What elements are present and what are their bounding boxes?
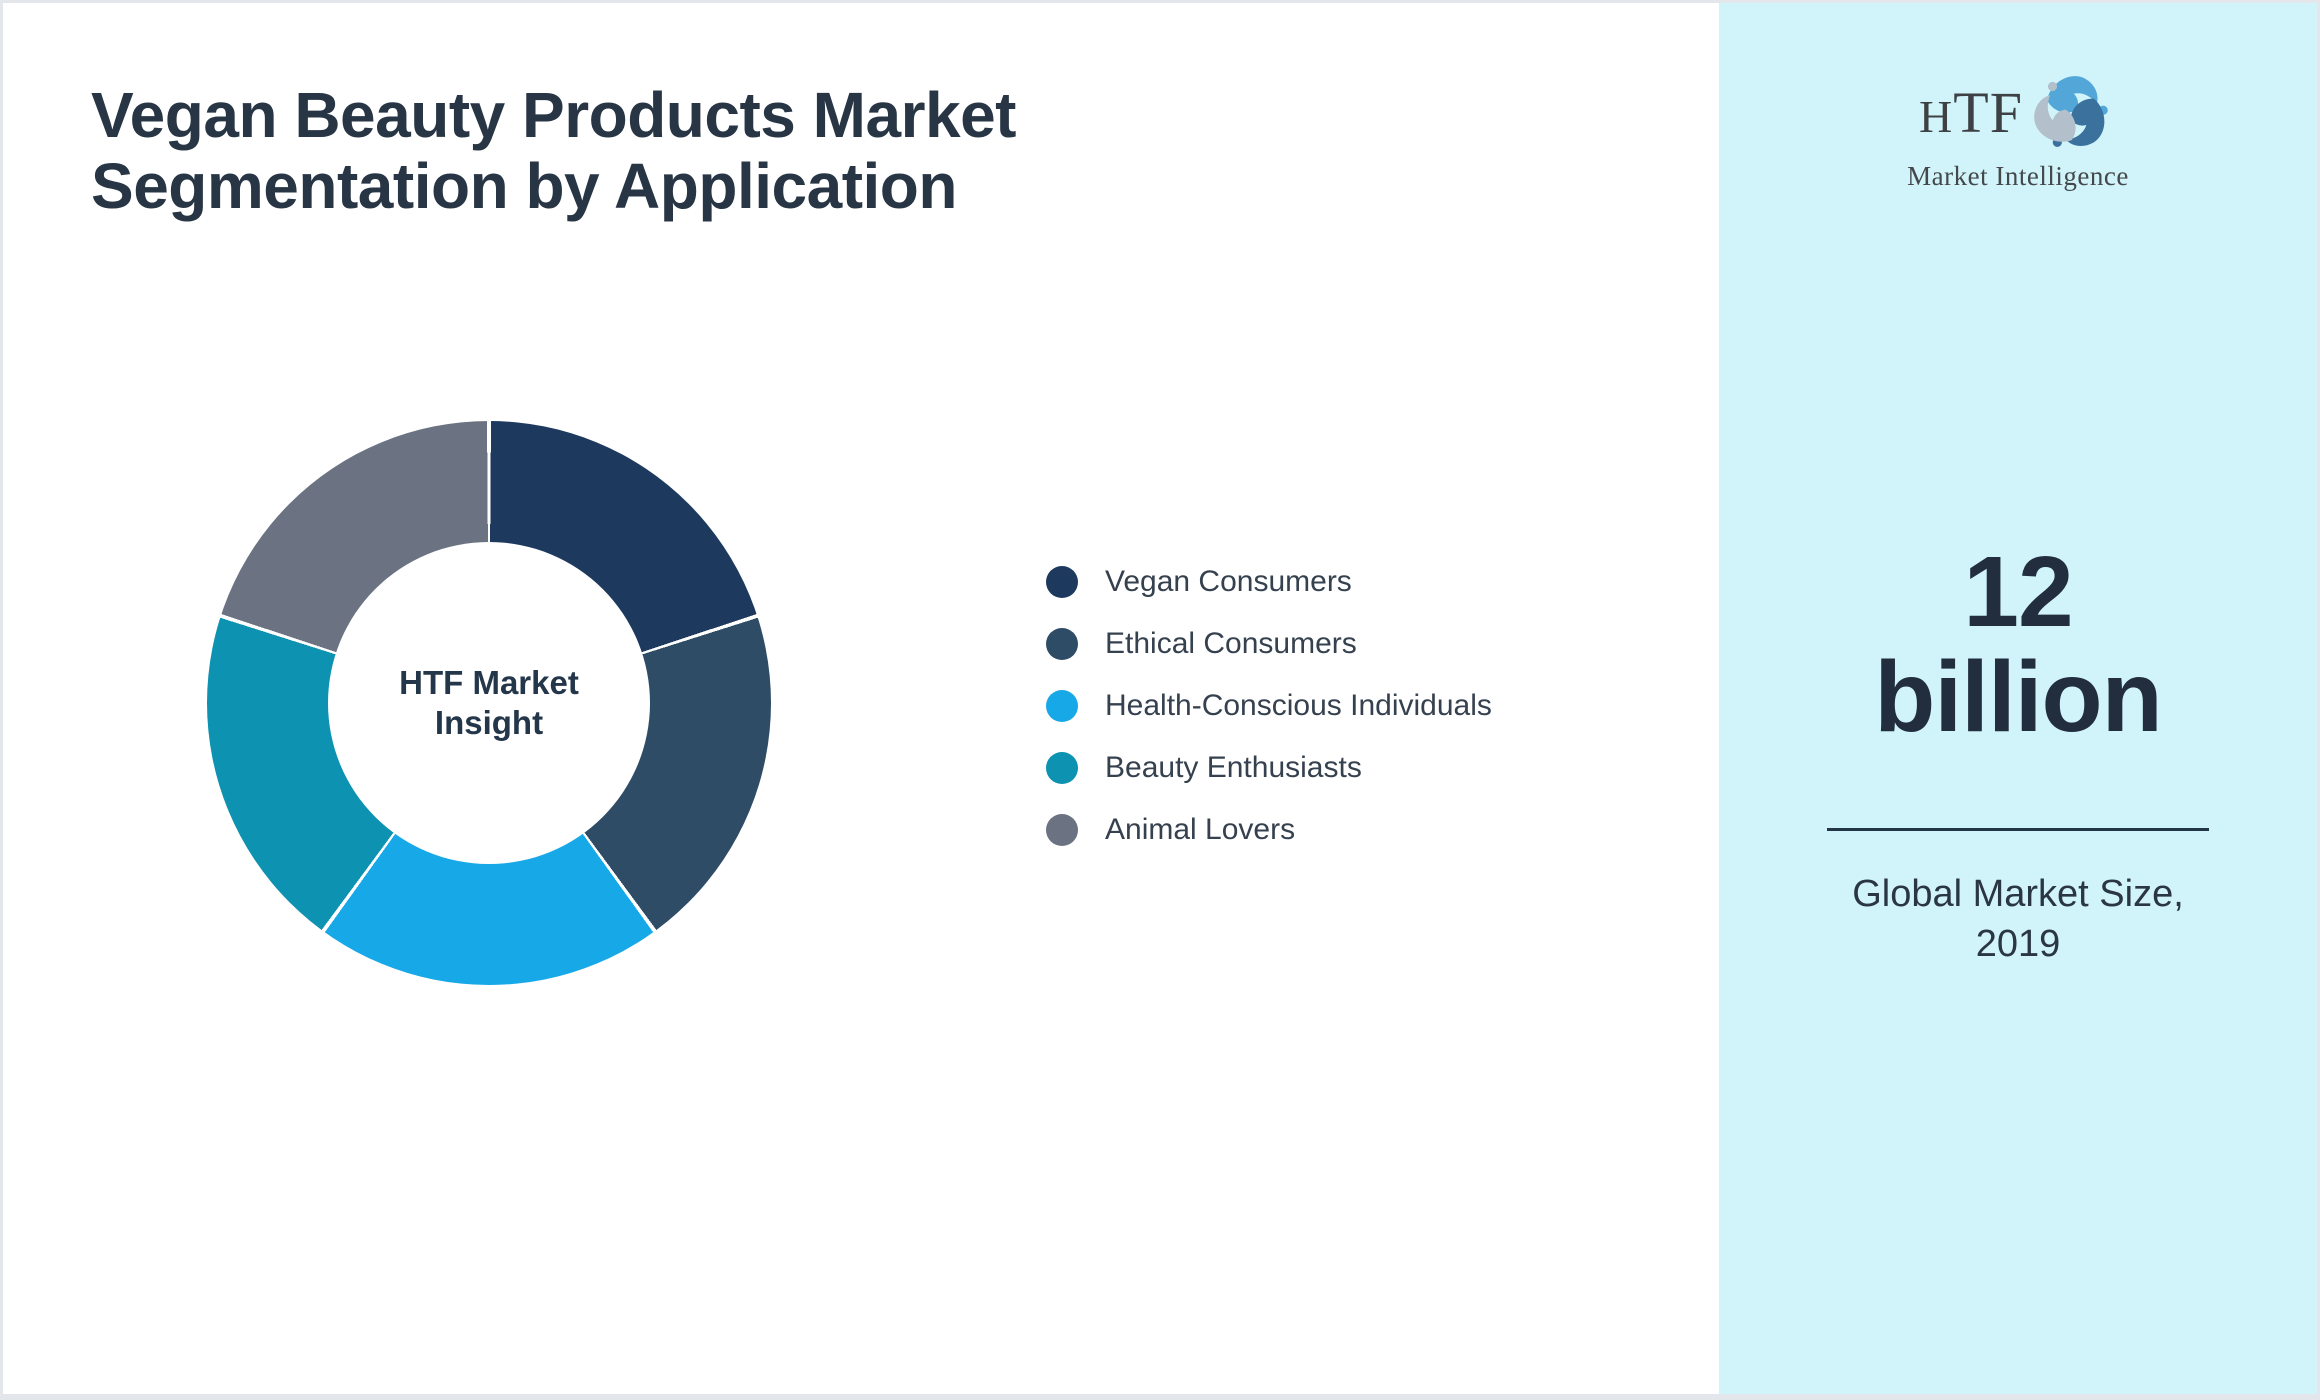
page-title-line-1: Vegan Beauty Products Market [91,78,1016,151]
legend-item: Health-Conscious Individuals [1046,689,1492,722]
sidebar: HTF Market Intelligence [1719,3,2317,1394]
dolphin-left [2034,81,2076,142]
page-title: Vegan Beauty Products Market Segmentatio… [91,78,1016,222]
legend-item: Ethical Consumers [1046,627,1492,660]
page-title-line-2: Segmentation by Application [91,149,957,222]
logo-subtext: Market Intelligence [1907,161,2129,191]
market-size-value: 12 billion [1874,536,2162,753]
legend-item: Vegan Consumers [1046,565,1492,598]
legend-item: Beauty Enthusiasts [1046,751,1492,784]
stat-divider [1827,828,2209,831]
legend: Vegan Consumers Ethical Consumers Health… [1046,565,1492,876]
legend-label: Animal Lovers [1105,813,1296,846]
donut-center-label: HTF Market Insight [399,664,579,741]
legend-swatch-icon [1046,566,1078,598]
donut-hole: HTF Market Insight [328,542,650,864]
legend-swatch-icon [1046,752,1078,784]
legend-label: Beauty Enthusiasts [1105,751,1362,784]
dolphins-swirl-icon [2034,76,2108,147]
donut-chart: HTF Market Insight [207,421,771,985]
legend-swatch-icon [1046,628,1078,660]
market-size-caption: Global Market Size, 2019 [1852,873,2184,965]
htf-logo: HTF Market Intelligence [1719,67,2317,192]
legend-swatch-icon [1046,814,1078,846]
legend-swatch-icon [1046,690,1078,722]
legend-label: Ethical Consumers [1105,627,1357,660]
market-size-stat: 12 billion Global Market Size, 2019 [1719,540,2317,969]
logo-text: HTF [1919,80,2023,145]
legend-label: Vegan Consumers [1105,565,1352,598]
legend-label: Health-Conscious Individuals [1105,689,1492,722]
legend-item: Animal Lovers [1046,813,1492,846]
logo-row: HTF [1719,67,2317,159]
